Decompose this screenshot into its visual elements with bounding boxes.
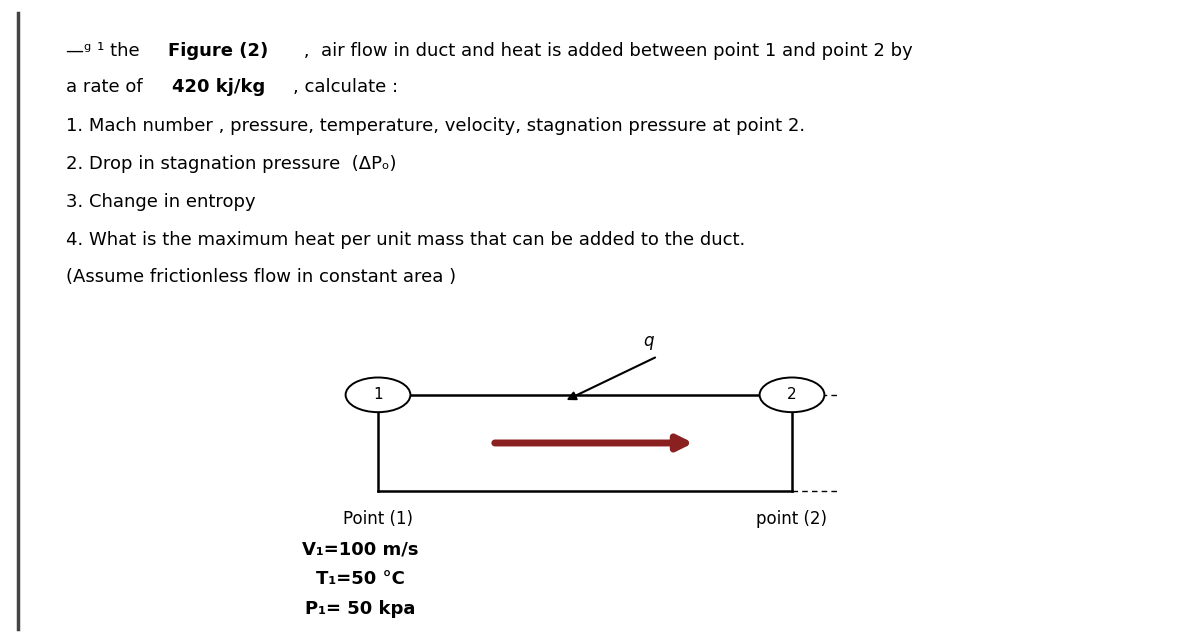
Text: —ᵍ ¹ the: —ᵍ ¹ the: [66, 42, 145, 60]
Text: a rate of: a rate of: [66, 78, 149, 96]
Text: 3. Change in entropy: 3. Change in entropy: [66, 193, 256, 211]
Text: 2: 2: [787, 387, 797, 403]
Circle shape: [760, 377, 824, 412]
Text: 2. Drop in stagnation pressure  (ΔPₒ): 2. Drop in stagnation pressure (ΔPₒ): [66, 155, 396, 173]
Text: , calculate :: , calculate :: [293, 78, 397, 96]
Text: point (2): point (2): [756, 510, 828, 528]
Text: T₁=50 °C: T₁=50 °C: [316, 570, 404, 588]
Text: P₁= 50 kpa: P₁= 50 kpa: [305, 600, 415, 618]
Text: 1: 1: [373, 387, 383, 403]
Text: 420 kj/kg: 420 kj/kg: [173, 78, 265, 96]
Text: q: q: [643, 332, 653, 350]
Text: Point (1): Point (1): [343, 510, 413, 528]
Circle shape: [346, 377, 410, 412]
Text: V₁=100 m/s: V₁=100 m/s: [301, 541, 419, 559]
Text: 4. What is the maximum heat per unit mass that can be added to the duct.: 4. What is the maximum heat per unit mas…: [66, 231, 745, 249]
Text: 1. Mach number , pressure, temperature, velocity, stagnation pressure at point 2: 1. Mach number , pressure, temperature, …: [66, 117, 805, 135]
Text: ,  air flow in duct and heat is added between point 1 and point 2 by: , air flow in duct and heat is added bet…: [298, 42, 912, 60]
Text: (Assume frictionless flow in constant area ): (Assume frictionless flow in constant ar…: [66, 268, 456, 286]
Text: Figure (2): Figure (2): [168, 42, 269, 60]
